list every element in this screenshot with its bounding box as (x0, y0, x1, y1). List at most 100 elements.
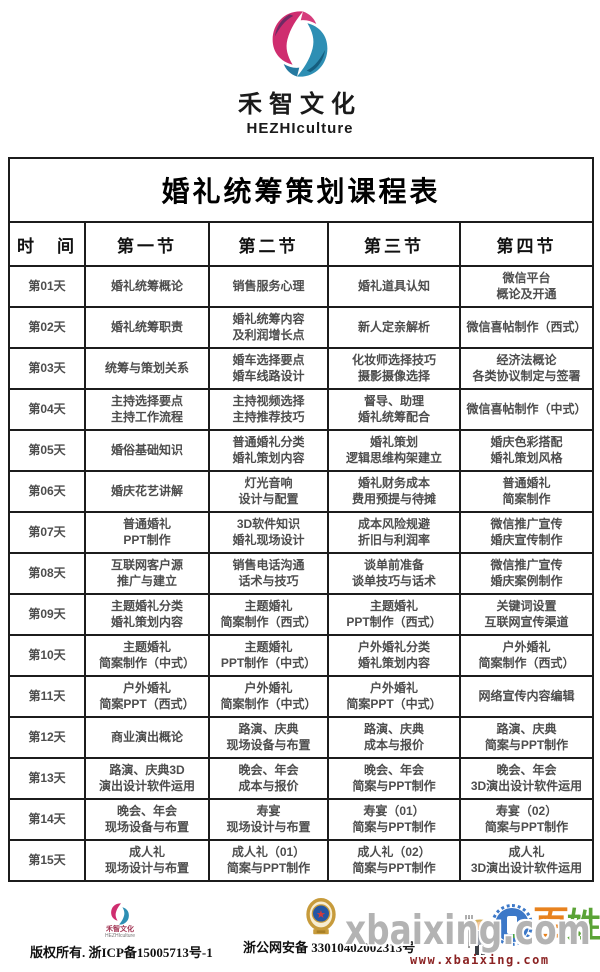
course-cell: 婚礼统筹概论 (84, 265, 210, 308)
course-cell: 督导、助理 婚礼统筹配合 (327, 388, 461, 431)
course-cell: 寿宴（01） 简案与PPT制作 (327, 798, 461, 841)
course-cell: 3D软件知识 婚礼现场设计 (208, 511, 329, 554)
course-cell: 婚车选择要点 婚车线路设计 (208, 347, 329, 390)
course-cell: 户外婚礼 简案PPT（西式） (84, 675, 210, 718)
course-cell: 晚会、年会 3D演出设计软件运用 (458, 757, 595, 800)
day-cell: 第09天 (8, 593, 86, 636)
table-row: 第08天 互联网客户源 推广与建立 销售电话沟通 话术与技巧 谈单前准备 谈单技巧与话… (8, 552, 595, 595)
course-cell: 经济法概论 各类协议制定与签署 (458, 347, 595, 390)
course-cell: 统筹与策划关系 (84, 347, 210, 390)
course-cell: 路演、庆典 成本与报价 (327, 716, 461, 759)
course-cell: 微信喜帖制作（西式） (458, 306, 595, 349)
course-cell: 主持视频选择 主持推荐技巧 (208, 388, 329, 431)
police-record-text: 浙公网安备 33010402002313号 (243, 940, 416, 955)
course-cell: 关键词设置 互联网宣传渠道 (458, 593, 595, 636)
course-cell: 婚庆花艺讲解 (84, 470, 210, 513)
course-cell: 成人礼 3D演出设计软件运用 (458, 839, 595, 882)
course-cell: 销售服务心理 (208, 265, 329, 308)
footer-copyright-block: 禾智文化 HEZHIculture 版权所有. 浙ICP备15005713号-1 (30, 902, 213, 961)
course-cell: 主题婚礼 PPT制作（西式） (327, 593, 461, 636)
brand-header: 禾智文化 HEZHIculture (0, 6, 600, 137)
course-cell: 寿宴 现场设计与布置 (208, 798, 329, 841)
course-cell: 婚礼统筹内容 及利润增长点 (208, 306, 329, 349)
brand-name-en: HEZHIculture (246, 120, 354, 137)
day-cell: 第02天 (8, 306, 86, 349)
svg-text:★: ★ (316, 909, 326, 921)
course-cell: 婚礼策划 逻辑思维构架建立 (327, 429, 461, 472)
course-cell: 销售电话沟通 话术与技巧 (208, 552, 329, 595)
course-cell: 普通婚礼分类 婚礼策划内容 (208, 429, 329, 472)
table-row: 第03天 统筹与策划关系 婚车选择要点 婚车线路设计 化妆师选择技巧 摄影摄像选择 经济… (8, 347, 595, 390)
course-table: 婚礼统筹策划课程表 时 间 第一节 第二节 第三节 第四节 第01天 婚礼统筹概论… (7, 157, 595, 882)
day-cell: 第12天 (8, 716, 86, 759)
day-cell: 第08天 (8, 552, 86, 595)
mascot-graphic: 百 姓 (465, 900, 600, 964)
day-cell: 第15天 (8, 839, 86, 882)
course-cell: 婚俗基础知识 (84, 429, 210, 472)
course-cell: 路演、庆典 现场设备与布置 (208, 716, 329, 759)
day-cell: 第05天 (8, 429, 86, 472)
course-cell: 主题婚礼分类 婚礼策划内容 (84, 593, 210, 636)
footer-police-block: ★ 浙公网安备 33010402002313号 (243, 898, 415, 956)
day-cell: 第10天 (8, 634, 86, 677)
footer-brand-name: 禾智文化 (106, 926, 134, 933)
police-badge-icon: ★ (306, 898, 336, 935)
course-cell: 灯光音响 设计与配置 (208, 470, 329, 513)
course-cell: 成人礼 现场设计与布置 (84, 839, 210, 882)
column-header-lesson2: 第二节 (208, 221, 329, 267)
mascot-gear-icon (491, 904, 533, 946)
course-cell: 婚礼道具认知 (327, 265, 461, 308)
footer: 禾智文化 HEZHIculture 版权所有. 浙ICP备15005713号-1… (0, 896, 600, 972)
watermark-url: www.xbaixing.com (410, 953, 550, 967)
course-cell: 晚会、年会 现场设备与布置 (84, 798, 210, 841)
course-cell: 婚庆色彩搭配 婚礼策划风格 (458, 429, 595, 472)
course-cell: 户外婚礼 简案PPT（中式） (327, 675, 461, 718)
table-row: 第13天 路演、庆典3D 演出设计软件运用 晚会、年会 成本与报价 晚会、年会 简案与… (8, 757, 595, 800)
course-cell: 户外婚礼 简案制作（中式） (208, 675, 329, 718)
table-title-row: 婚礼统筹策划课程表 (7, 157, 595, 223)
course-cell: 户外婚礼 简案制作（西式） (458, 634, 595, 677)
course-cell: 互联网客户源 推广与建立 (84, 552, 210, 595)
footer-brand-logo-icon (111, 903, 129, 925)
day-cell: 第04天 (8, 388, 86, 431)
course-cell: 路演、庆典3D 演出设计软件运用 (84, 757, 210, 800)
course-cell: 微信平台 概论及开通 (458, 265, 595, 308)
copyright-text: 版权所有. 浙ICP备15005713号-1 (30, 945, 213, 961)
course-cell: 普通婚礼 PPT制作 (84, 511, 210, 554)
course-cell: 主题婚礼 PPT制作（中式） (208, 634, 329, 677)
table-row: 第05天 婚俗基础知识 普通婚礼分类 婚礼策划内容 婚礼策划 逻辑思维构架建立 婚庆色彩… (8, 429, 595, 472)
watermark-text: xbaixing.com (345, 906, 591, 954)
footer-brand-name-en: HEZHIculture (104, 932, 135, 939)
table-row: 第04天 主持选择要点 主持工作流程 主持视频选择 主持推荐技巧 督导、助理 婚礼统筹… (8, 388, 595, 431)
day-cell: 第11天 (8, 675, 86, 718)
farmer-icon (465, 915, 489, 955)
course-cell: 成人礼（01） 简案与PPT制作 (208, 839, 329, 882)
brand-logo-icon (272, 11, 328, 77)
table-row: 第09天 主题婚礼分类 婚礼策划内容 主题婚礼 简案制作（西式） 主题婚礼 PPT制作… (8, 593, 595, 636)
table-row: 第07天 普通婚礼 PPT制作 3D软件知识 婚礼现场设计 成本风险规避 折旧与利润率… (8, 511, 595, 554)
course-cell: 户外婚礼分类 婚礼策划内容 (327, 634, 461, 677)
table-row: 第02天 婚礼统筹职责 婚礼统筹内容 及利润增长点 新人定亲解析 微信喜帖制作（西式） (8, 306, 595, 349)
table-header-row: 时 间 第一节 第二节 第三节 第四节 (8, 221, 595, 267)
course-cell: 寿宴（02） 简案与PPT制作 (458, 798, 595, 841)
course-cell: 网络宣传内容编辑 (458, 675, 595, 718)
course-cell: 婚礼统筹职责 (84, 306, 210, 349)
mascot-char-bai: 百 (533, 904, 570, 944)
course-cell: 成人礼（02） 简案与PPT制作 (327, 839, 461, 882)
course-cell: 主持选择要点 主持工作流程 (84, 388, 210, 431)
course-cell: 主题婚礼 简案制作（西式） (208, 593, 329, 636)
table-row: 第10天 主题婚礼 简案制作（中式） 主题婚礼 PPT制作（中式） 户外婚礼分类 婚礼… (8, 634, 595, 677)
course-cell: 婚礼财务成本 费用预提与待摊 (327, 470, 461, 513)
course-cell: 化妆师选择技巧 摄影摄像选择 (327, 347, 461, 390)
course-cell: 成本风险规避 折旧与利润率 (327, 511, 461, 554)
day-cell: 第14天 (8, 798, 86, 841)
course-cell: 路演、庆典 简案与PPT制作 (458, 716, 595, 759)
column-header-time: 时 间 (8, 221, 86, 267)
course-cell: 微信喜帖制作（中式） (458, 388, 595, 431)
brand-name: 禾智文化 (238, 91, 362, 118)
day-cell: 第06天 (8, 470, 86, 513)
table-row: 第14天 晚会、年会 现场设备与布置 寿宴 现场设计与布置 寿宴（01） 简案与PPT… (8, 798, 595, 841)
table-row: 第11天 户外婚礼 简案PPT（西式） 户外婚礼 简案制作（中式） 户外婚礼 简案PP… (8, 675, 595, 718)
table-row: 第12天 商业演出概论 路演、庆典 现场设备与布置 路演、庆典 成本与报价 路演、庆典 … (8, 716, 595, 759)
course-cell: 商业演出概论 (84, 716, 210, 759)
